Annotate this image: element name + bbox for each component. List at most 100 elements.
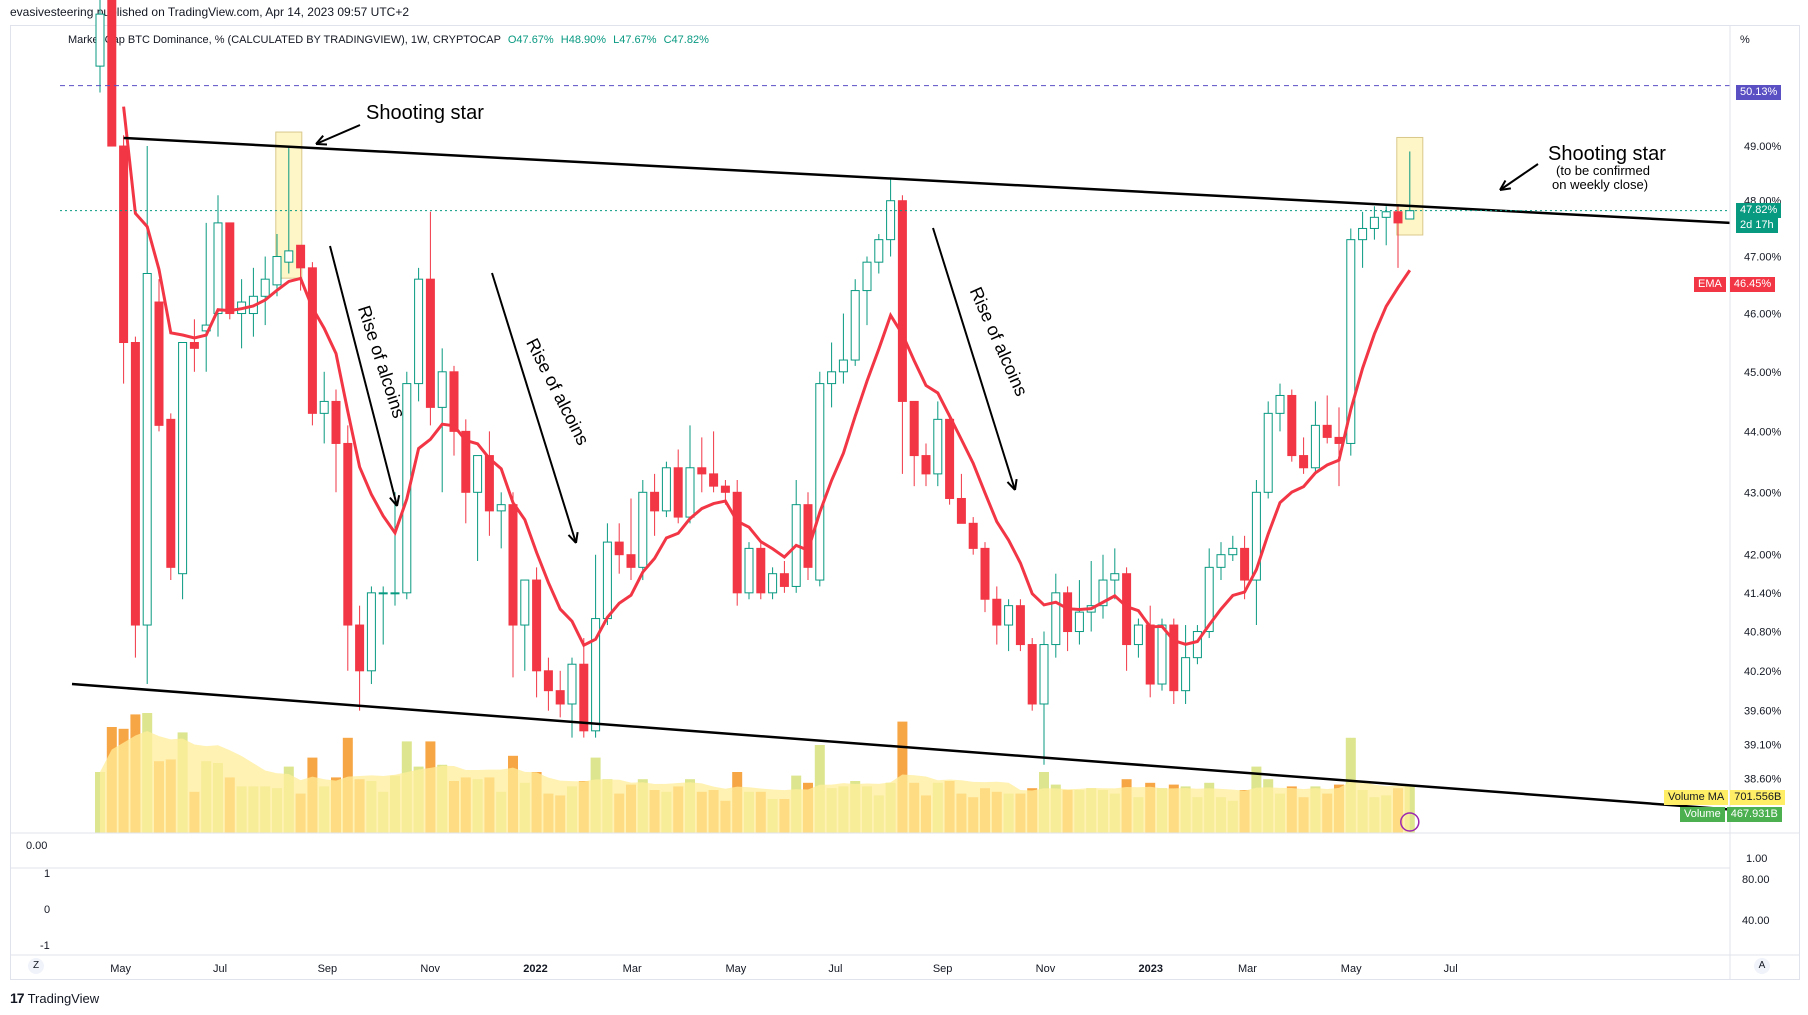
- volume-ma-badge-label: Volume MA: [1664, 790, 1729, 805]
- candle-layer: [95, 0, 1415, 765]
- candle-body: [803, 504, 813, 568]
- arrow-rise-3-head-1: [1006, 481, 1016, 491]
- chart-legend: Market Cap BTC Dominance, % (CALCULATED …: [68, 34, 709, 46]
- candle-body: [968, 522, 978, 549]
- candle-body: [1216, 554, 1226, 568]
- ema-badge-group: EMA 46.45%: [1694, 274, 1776, 292]
- candle-body: [154, 301, 164, 426]
- candle-body: [1369, 216, 1379, 229]
- candle-body: [768, 573, 778, 594]
- candle-body: [1074, 611, 1084, 633]
- x-tick-label: May: [110, 963, 131, 975]
- y-tick-label: 47.00%: [1744, 252, 1782, 264]
- volume-ma-layer: [100, 731, 1410, 833]
- candle-body: [626, 554, 636, 568]
- subpane-right-top: 1.00: [1746, 853, 1768, 865]
- candle-body: [685, 467, 695, 518]
- candle-body: [827, 371, 837, 385]
- candle-body: [1098, 579, 1108, 607]
- candle-body: [107, 0, 117, 147]
- candle-body: [1381, 211, 1391, 218]
- arrow-shooting-star-2-head-1: [1499, 179, 1507, 191]
- y-tick-label: 41.40%: [1744, 588, 1782, 600]
- candle-body: [508, 504, 518, 626]
- footer-brand[interactable]: TradingView: [27, 990, 100, 1006]
- candle-body: [178, 342, 188, 575]
- candle-body: [1393, 211, 1403, 224]
- subpane-right-80: 80.00: [1742, 874, 1770, 886]
- candle-body: [886, 200, 896, 241]
- candle-body: [1204, 566, 1214, 633]
- candle-body: [496, 504, 506, 512]
- candle-body: [897, 200, 907, 402]
- candle-body: [591, 618, 601, 732]
- arrow-shooting-star-1: [315, 124, 361, 145]
- chart-frame: [10, 25, 1800, 980]
- candle-body: [1169, 624, 1179, 692]
- x-tick-label: Sep: [318, 963, 338, 975]
- candle-body: [437, 371, 447, 408]
- subpane-left-0: 0: [44, 904, 51, 916]
- y-tick-label: 44.00%: [1744, 426, 1782, 438]
- y-tick-label: 40.80%: [1744, 627, 1782, 639]
- candle-body: [543, 670, 553, 692]
- replay-icon: [1400, 812, 1420, 832]
- x-tick-label: Jul: [213, 963, 227, 975]
- candle-body: [1346, 239, 1356, 444]
- x-tick-label: Mar: [623, 963, 642, 975]
- candle-body: [1110, 573, 1120, 581]
- candle-body: [673, 467, 683, 518]
- candle-body: [744, 547, 754, 594]
- candle-body: [425, 278, 435, 408]
- candle-body: [484, 455, 494, 512]
- candle-body: [355, 624, 365, 672]
- y-tick-label: 39.10%: [1744, 739, 1782, 751]
- arrow-rise-1-head-1: [389, 496, 398, 507]
- subpane-left-top: 0.00: [26, 840, 48, 852]
- annotation-shooting-star-1: Shooting star: [366, 102, 484, 124]
- a-button[interactable]: A: [1754, 958, 1770, 974]
- candle-body: [756, 547, 766, 594]
- candle-body: [296, 244, 306, 269]
- x-tick-label: May: [726, 963, 747, 975]
- candle-body: [520, 579, 530, 626]
- candle-body: [1310, 424, 1320, 469]
- candle-body: [1228, 547, 1238, 556]
- y-tick-label: 46.00%: [1744, 309, 1782, 321]
- countdown-badge: 2d 17h: [1736, 218, 1778, 233]
- legend-close: C47.82%: [663, 34, 709, 46]
- candle-body: [1157, 624, 1167, 685]
- candle-body: [1240, 547, 1250, 581]
- candle-body: [779, 573, 789, 587]
- arrow-rise-1: [329, 245, 398, 507]
- candle-body: [720, 485, 730, 493]
- subpane-right-40: 40.00: [1742, 915, 1770, 927]
- candle-body: [697, 467, 707, 475]
- volume-ma-badge-value: 701.556B: [1730, 790, 1786, 805]
- volume-ma-area: [100, 731, 1410, 833]
- candle-body: [838, 359, 848, 373]
- candle-body: [343, 442, 353, 626]
- x-tick-label: Sep: [933, 963, 953, 975]
- candle-body: [390, 592, 400, 595]
- candle-body: [992, 598, 1002, 626]
- x-tick-label: Mar: [1238, 963, 1257, 975]
- z-button[interactable]: Z: [28, 958, 44, 974]
- candle-body: [650, 491, 660, 512]
- arrow-shooting-star-1-head-1: [315, 135, 324, 145]
- candle-body: [1039, 644, 1049, 705]
- price-badge: 47.82%: [1736, 203, 1782, 218]
- candle-body: [213, 222, 223, 315]
- candle-body: [260, 278, 270, 297]
- tradingview-logo-icon: 17: [10, 990, 25, 1006]
- candle-body: [1299, 455, 1309, 469]
- candle-body: [862, 261, 872, 292]
- candle-body: [661, 467, 671, 512]
- candle-body: [532, 579, 542, 672]
- y-tick-label: 40.20%: [1744, 666, 1782, 678]
- volume-badge-value: 467.931B: [1726, 807, 1782, 822]
- candle-body: [284, 250, 294, 263]
- candle-body: [225, 222, 235, 315]
- y-tick-label: 45.00%: [1744, 367, 1782, 379]
